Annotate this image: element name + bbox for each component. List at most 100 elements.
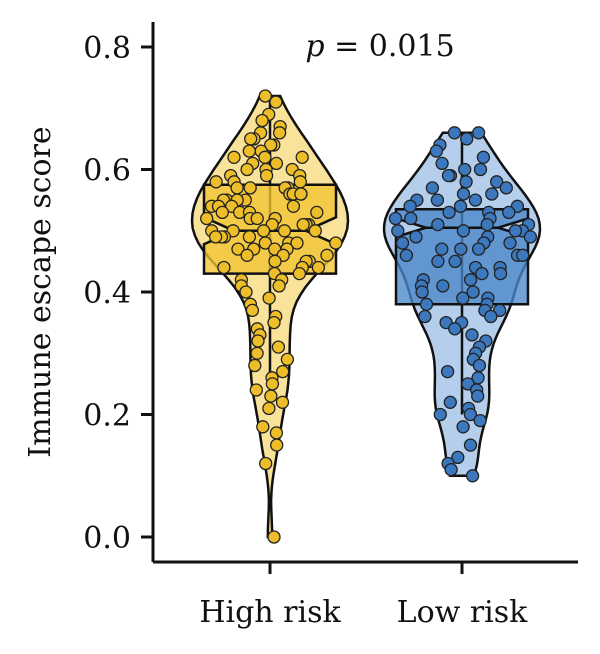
point-0-81: [292, 266, 307, 281]
point-0-46: [310, 205, 324, 220]
point-1-28: [388, 211, 403, 226]
point-1-39: [503, 236, 517, 250]
point-1-20: [403, 199, 417, 213]
point-0-105: [275, 395, 290, 409]
point-0-50: [250, 211, 264, 226]
point-1-15: [456, 187, 471, 201]
point-1-16: [485, 187, 499, 201]
point-1-6: [435, 156, 449, 171]
plot-area: [190, 89, 542, 544]
point-0-56: [308, 224, 322, 238]
point-1-66: [418, 309, 432, 324]
point-0-40: [286, 199, 301, 213]
point-1-54: [463, 273, 478, 287]
point-0-102: [265, 377, 280, 391]
point-0-47: [200, 211, 214, 226]
point-0-14: [295, 150, 309, 164]
point-1-0: [447, 126, 462, 140]
point-1-42: [471, 242, 486, 256]
point-1-22: [453, 199, 468, 213]
point-1-62: [419, 297, 434, 311]
point-0-34: [294, 187, 308, 201]
point-1-91: [444, 462, 458, 477]
point-1-67: [484, 309, 498, 324]
point-0-24: [209, 175, 223, 189]
point-1-71: [465, 328, 479, 342]
point-1-32: [391, 224, 405, 238]
p-value-text: = 0.015: [325, 29, 455, 64]
point-0-87: [239, 285, 253, 299]
point-0-10: [264, 138, 278, 152]
point-0-72: [240, 248, 254, 262]
point-1-82: [443, 395, 457, 409]
point-1-24: [502, 205, 516, 220]
point-0-70: [231, 242, 245, 256]
point-1-7: [473, 162, 488, 177]
point-0-28: [230, 181, 244, 195]
point-0-67: [290, 236, 304, 250]
point-1-65: [493, 303, 507, 318]
point-0-3: [255, 113, 269, 128]
point-1-53: [475, 266, 489, 281]
point-1-8: [458, 162, 472, 177]
point-1-88: [463, 438, 478, 452]
point-1-89: [451, 450, 465, 465]
group-0: [190, 89, 350, 544]
point-1-86: [473, 413, 487, 428]
point-0-74: [320, 248, 334, 262]
group-1: [382, 126, 542, 483]
point-0-53: [296, 217, 310, 232]
p-value-symbol: p: [305, 29, 324, 64]
point-1-77: [440, 364, 455, 379]
x-tick-label-0: High risk: [199, 595, 341, 630]
point-1-59: [466, 285, 480, 299]
point-1-45: [399, 248, 414, 262]
point-0-96: [271, 340, 286, 354]
point-1-43: [454, 242, 468, 256]
point-0-23: [259, 168, 274, 183]
point-0-104: [264, 389, 278, 403]
point-1-13: [425, 181, 440, 195]
point-1-31: [431, 217, 445, 232]
point-0-15: [258, 150, 272, 164]
point-1-18: [468, 193, 483, 207]
point-1-58: [415, 285, 429, 299]
point-0-92: [267, 315, 281, 330]
point-1-11: [459, 175, 473, 189]
point-1-70: [448, 322, 462, 336]
point-1-34: [508, 224, 523, 238]
point-0-79: [311, 260, 326, 275]
point-1-10: [441, 168, 456, 183]
point-0-20: [240, 162, 254, 177]
point-1-85: [463, 407, 478, 422]
point-0-25: [293, 175, 307, 189]
y-tick-label-4: 0.8: [83, 31, 131, 66]
point-0-0: [258, 89, 272, 103]
point-0-12: [242, 144, 256, 158]
p-value-annotation: p = 0.015: [305, 29, 454, 64]
point-0-100: [276, 364, 290, 379]
point-1-38: [523, 230, 538, 244]
point-1-2: [460, 132, 474, 146]
point-1-41: [395, 236, 410, 250]
point-1-87: [456, 420, 470, 434]
y-tick-label-2: 0.4: [83, 276, 131, 311]
point-0-45: [215, 205, 229, 220]
point-0-97: [250, 346, 264, 360]
point-0-30: [243, 181, 257, 195]
point-0-90: [245, 303, 260, 318]
point-1-5: [476, 150, 491, 164]
point-0-1: [269, 95, 283, 109]
point-0-17: [269, 156, 284, 171]
point-1-14: [499, 181, 513, 195]
point-1-92: [465, 469, 480, 483]
point-0-59: [256, 224, 271, 238]
point-0-63: [208, 230, 223, 244]
point-1-27: [404, 211, 418, 226]
point-0-110: [259, 456, 273, 471]
point-1-56: [436, 279, 450, 293]
axes: 0.0 0.2 0.4 0.6 0.8 High risk Low risk: [83, 22, 578, 630]
point-0-111: [267, 530, 281, 544]
point-1-48: [448, 254, 462, 269]
point-1-76: [472, 358, 487, 373]
